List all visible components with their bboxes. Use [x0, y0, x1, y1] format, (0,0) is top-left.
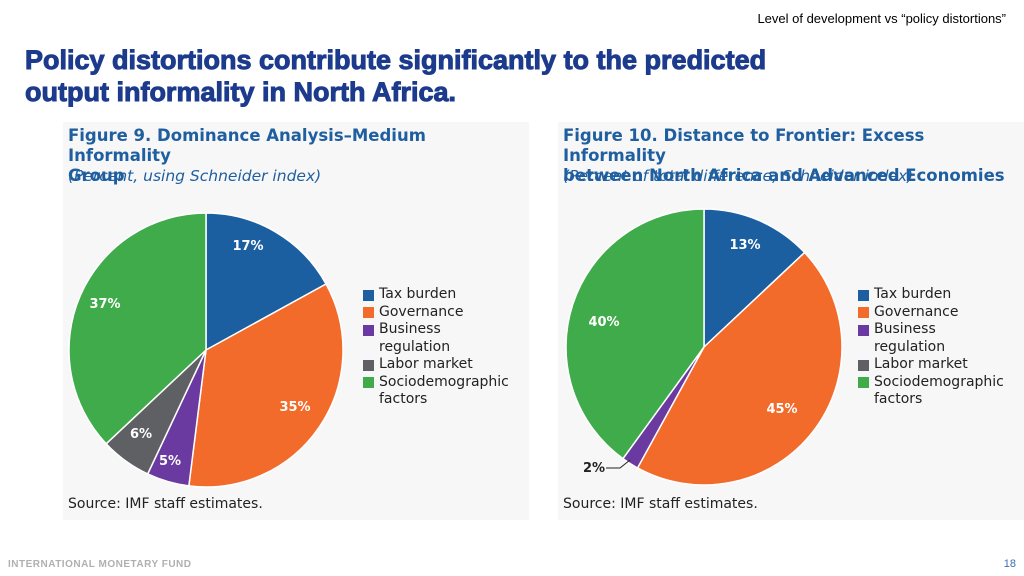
figure-9-title-line1: Figure 9. Dominance Analysis–Medium Info…	[68, 126, 426, 165]
figure-9-panel: Figure 9. Dominance Analysis–Medium Info…	[63, 122, 529, 520]
legend-item-sociodemographic: Sociodemographic factors	[363, 374, 523, 409]
figure-10-title-line1: Figure 10. Distance to Frontier: Excess …	[563, 126, 925, 165]
legend-label-sociodemographic-line1: Sociodemographic	[874, 373, 1004, 390]
figure-9-source: Source: IMF staff estimates.	[68, 496, 263, 512]
legend-label-sociodemographic-line1: Sociodemographic	[379, 373, 509, 390]
pie-label-tax-burden: 13%	[729, 238, 760, 253]
legend-label-business-regulation-line1: Business	[874, 321, 936, 337]
legend-swatch-governance	[363, 307, 374, 318]
legend-label-business-regulation-line2: regulation	[874, 338, 946, 355]
legend-label-tax-burden: Tax burden	[874, 286, 952, 302]
slide-title-line1: Policy distortions contribute significan…	[24, 45, 767, 76]
pie-slice-sociodemographic	[565, 208, 705, 460]
figure-10-title: Figure 10. Distance to Frontier: Excess …	[563, 126, 1018, 186]
figure-9-subtitle: (Percent, using Schneider index)	[68, 167, 322, 185]
legend-label-governance: Governance	[379, 303, 464, 320]
pie-label-tax-burden: 17%	[232, 239, 263, 254]
legend-swatch-labor-market	[858, 359, 869, 371]
legend-label-governance: Governance	[874, 303, 959, 320]
pie-label-sociodemographic: 37%	[89, 297, 120, 312]
figure-9-title: Figure 9. Dominance Analysis–Medium Info…	[68, 126, 523, 186]
figure-10-title-line2: between North Africa and Advanced Econom…	[563, 166, 1005, 185]
figure-10-panel: Figure 10. Distance to Frontier: Excess …	[558, 122, 1024, 520]
pie-label-business-regulation: 5%	[159, 454, 181, 469]
legend-label-business-regulation: Business regulation	[379, 321, 450, 356]
pie-slice-governance	[187, 282, 344, 488]
pie-slice-tax-burden	[703, 208, 806, 349]
legend-label-sociodemographic: Sociodemographic factors	[379, 374, 509, 409]
figure-10-source: Source: IMF staff estimates.	[563, 496, 758, 512]
legend-swatch-business-regulation	[363, 324, 374, 336]
legend-swatch-sociodemographic	[363, 377, 374, 388]
figure-10-pie-chart: 13% 45% 2% 40%	[565, 208, 843, 486]
figure-9-pie-chart: 17% 35% 5% 6% 37%	[68, 212, 344, 488]
pie-leader-line-business-regulation	[606, 459, 631, 469]
pie-label-governance: 45%	[766, 402, 797, 417]
pie-slice-governance	[636, 251, 843, 486]
legend-label-tax-burden: Tax burden	[379, 286, 457, 302]
pie-label-business-regulation: 2%	[583, 461, 605, 476]
legend-item-governance: Governance	[858, 304, 1018, 322]
legend-label-business-regulation-line2: regulation	[379, 338, 451, 355]
slide-title-line2: output informality in North Africa.	[25, 77, 457, 108]
legend-swatch-governance	[858, 307, 869, 318]
pie-label-labor-market: 6%	[130, 427, 152, 442]
legend-swatch-tax-burden	[858, 289, 869, 301]
legend-item-governance: Governance	[363, 304, 523, 322]
legend-swatch-tax-burden	[363, 289, 374, 301]
pie-slice-sociodemographic	[68, 212, 207, 445]
figure-10-subtitle: (Percent of total difference, Schneider …	[563, 167, 914, 185]
footer-org-name: INTERNATIONAL MONETARY FUND	[8, 559, 192, 570]
slide-topnote: Level of development vs “policy distorti…	[757, 11, 1006, 26]
legend-item-tax-burden: Tax burden	[858, 286, 1018, 304]
figure-9-title-line2: Group	[68, 166, 125, 185]
figure-9-legend: Tax burden Governance Business regulation…	[363, 286, 523, 409]
pie-label-sociodemographic: 40%	[588, 315, 619, 330]
legend-item-labor-market: Labor market	[858, 356, 1018, 374]
page-number: 18	[1003, 558, 1016, 570]
pie-label-governance: 35%	[279, 400, 310, 415]
legend-label-business-regulation-line1: Business	[379, 321, 441, 337]
pie-slice-tax-burden	[205, 212, 328, 352]
slide-title: Policy distortions contribute significan…	[24, 44, 1005, 108]
legend-swatch-sociodemographic	[858, 377, 869, 388]
legend-swatch-labor-market	[363, 359, 374, 371]
legend-item-sociodemographic: Sociodemographic factors	[858, 374, 1018, 409]
legend-item-business-regulation: Business regulation	[363, 321, 523, 356]
legend-label-sociodemographic-line2: factors	[379, 391, 428, 407]
legend-item-business-regulation: Business regulation	[858, 321, 1018, 356]
legend-item-tax-burden: Tax burden	[363, 286, 523, 304]
legend-label-labor-market: Labor market	[874, 356, 968, 372]
legend-swatch-business-regulation	[858, 324, 869, 336]
figure-10-legend: Tax burden Governance Business regulation…	[858, 286, 1018, 409]
legend-label-labor-market: Labor market	[379, 356, 473, 372]
legend-label-sociodemographic: Sociodemographic factors	[874, 374, 1004, 409]
legend-label-business-regulation: Business regulation	[874, 321, 945, 356]
legend-label-sociodemographic-line2: factors	[874, 391, 923, 407]
legend-item-labor-market: Labor market	[363, 356, 523, 374]
